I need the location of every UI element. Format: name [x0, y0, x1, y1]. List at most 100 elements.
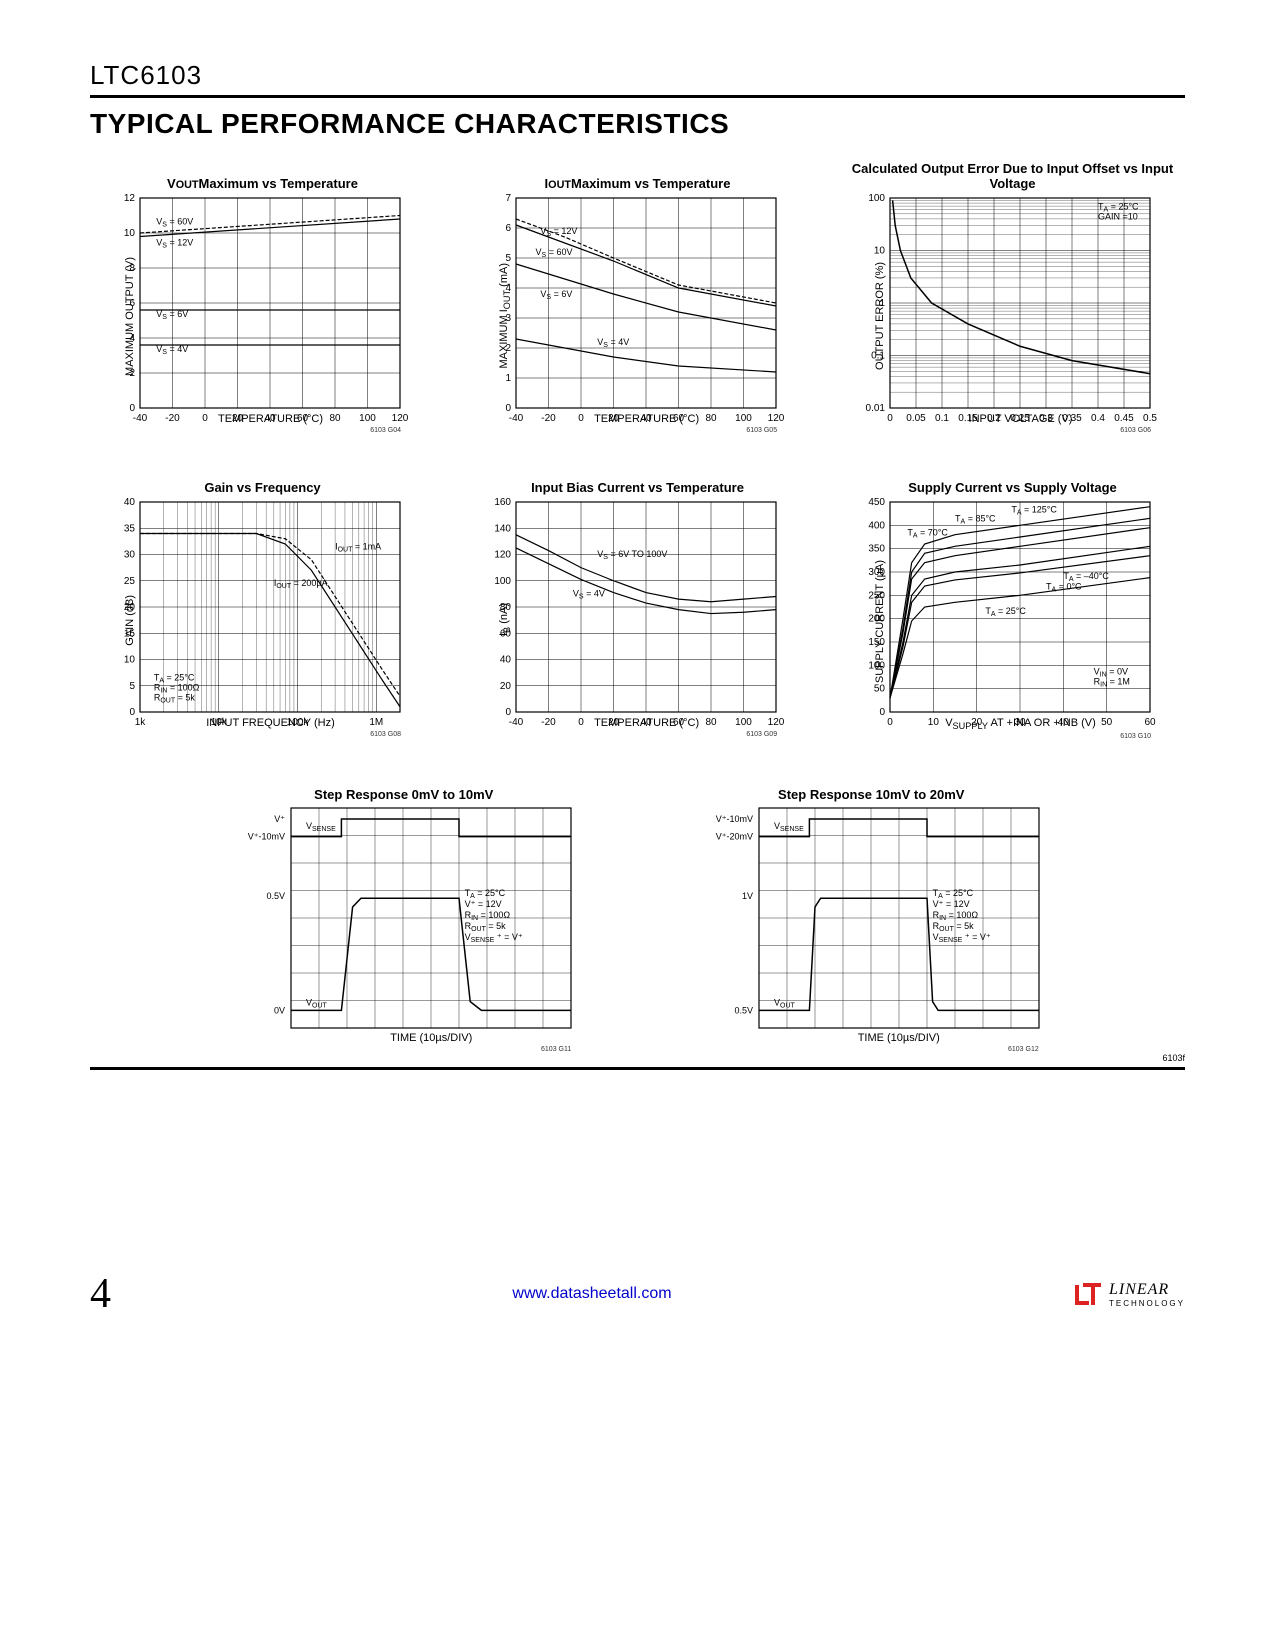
svg-text:0: 0	[506, 707, 512, 718]
svg-text:120: 120	[768, 413, 785, 424]
svg-text:100: 100	[359, 413, 376, 424]
linear-logo: LINEAR TECHNOLOGY	[1073, 1281, 1185, 1308]
svg-text:60: 60	[1144, 717, 1156, 728]
svg-text:35: 35	[124, 523, 136, 534]
svg-text:100: 100	[735, 717, 752, 728]
svg-text:-20: -20	[541, 717, 556, 728]
svg-text:50: 50	[1101, 717, 1113, 728]
svg-text:0.45: 0.45	[1114, 413, 1134, 424]
svg-text:400: 400	[868, 520, 885, 531]
svg-text:-20: -20	[165, 413, 180, 424]
y-axis-label: OUTPUT ERROR (%)	[874, 262, 886, 370]
chart-title: VOUT Maximum vs Temperature	[167, 160, 358, 192]
x-axis-label: VSUPPLY AT +INA OR +INB (V)	[945, 717, 1096, 731]
part-number: LTC6103	[90, 60, 1185, 91]
datasheet-url[interactable]: www.datasheetall.com	[512, 1285, 671, 1303]
y-axis-label: IB (nA)	[498, 603, 512, 636]
svg-text:0.5V: 0.5V	[734, 1006, 753, 1016]
figure-id: 6103 G06	[890, 427, 1151, 434]
svg-text:1k: 1k	[135, 717, 147, 728]
lt-logo-icon	[1073, 1281, 1103, 1307]
svg-text:350: 350	[868, 544, 885, 555]
svg-text:1M: 1M	[369, 717, 383, 728]
figure-id: 6103 G09	[516, 731, 777, 738]
chart-title: IOUT Maximum vs Temperature	[545, 160, 731, 192]
svg-text:-40: -40	[133, 413, 148, 424]
chart-g04: VOUT Maximum vs Temperature MAXIMUM OUTP…	[90, 160, 435, 434]
svg-text:0: 0	[887, 717, 893, 728]
svg-text:10: 10	[874, 246, 886, 257]
svg-text:0: 0	[202, 413, 208, 424]
chart-grid-top: VOUT Maximum vs Temperature MAXIMUM OUTP…	[90, 160, 1185, 740]
svg-text:100: 100	[735, 413, 752, 424]
svg-text:V⁺ = 12V: V⁺ = 12V	[465, 899, 502, 909]
svg-text:V⁺-10mV: V⁺-10mV	[715, 814, 752, 824]
svg-text:0V: 0V	[274, 1006, 285, 1016]
section-title: TYPICAL PERFORMANCE CHARACTERISTICS	[90, 108, 1185, 140]
chart-g05: IOUT Maximum vs Temperature MAXIMUM IOUT…	[465, 160, 810, 434]
chart-title: Gain vs Frequency	[204, 464, 320, 496]
svg-text:10: 10	[124, 655, 136, 666]
chart-title: Calculated Output Error Due to Input Off…	[840, 160, 1185, 192]
svg-text:10: 10	[928, 717, 940, 728]
svg-text:100: 100	[494, 576, 511, 587]
svg-text:6: 6	[506, 223, 512, 234]
chart-title: Supply Current vs Supply Voltage	[908, 464, 1117, 496]
chart-g08: Gain vs Frequency GAIN (dB) 1k10k100k1M0…	[90, 464, 435, 740]
svg-text:0: 0	[578, 717, 584, 728]
svg-text:100: 100	[868, 193, 885, 204]
svg-text:20: 20	[500, 681, 512, 692]
chart-g10: Supply Current vs Supply Voltage SUPPLY …	[840, 464, 1185, 740]
scope-g12: Step Response 10mV to 20mV V⁺-10mV V⁺-20m…	[658, 770, 1086, 1053]
svg-text:V⁺-10mV: V⁺-10mV	[248, 832, 285, 842]
svg-text:0.5V: 0.5V	[267, 891, 286, 901]
svg-text:140: 140	[494, 523, 511, 534]
svg-text:-40: -40	[509, 413, 524, 424]
logo-subtext: TECHNOLOGY	[1109, 1299, 1185, 1308]
svg-text:50: 50	[874, 684, 886, 695]
svg-text:V⁺: V⁺	[274, 814, 285, 824]
figure-id: 6103 G04	[140, 427, 401, 434]
chart-g06: Calculated Output Error Due to Input Off…	[840, 160, 1185, 434]
figure-id: 6103 G08	[140, 731, 401, 738]
svg-text:V⁺ = 12V: V⁺ = 12V	[932, 899, 969, 909]
x-axis-label: INPUT FREQUENCY (Hz)	[206, 717, 335, 729]
svg-text:80: 80	[706, 717, 718, 728]
svg-text:0.1: 0.1	[935, 413, 949, 424]
x-axis-label: INPUT VOLTAGE (V)	[969, 413, 1073, 425]
footer-rule	[90, 1067, 1185, 1070]
scope-g11: Step Response 0mV to 10mV V⁺ V⁺-10mV 0.5V 0…	[190, 770, 618, 1053]
logo-text: LINEAR	[1109, 1281, 1185, 1299]
chart-title: Step Response 10mV to 20mV	[778, 770, 964, 802]
svg-text:10: 10	[124, 228, 136, 239]
svg-text:450: 450	[868, 497, 885, 508]
header-rule	[90, 95, 1185, 98]
svg-text:80: 80	[706, 413, 718, 424]
x-axis-label: TIME (10µs/DIV)	[858, 1032, 940, 1044]
svg-text:0: 0	[879, 707, 885, 718]
svg-text:120: 120	[494, 550, 511, 561]
svg-text:120: 120	[392, 413, 409, 424]
y-axis-label: MAXIMUM OUTPUT (V)	[124, 257, 136, 376]
chart-g09: Input Bias Current vs Temperature IB (nA…	[465, 464, 810, 740]
svg-text:160: 160	[494, 497, 511, 508]
svg-text:30: 30	[124, 550, 136, 561]
x-axis-label: TEMPERATURE (°C)	[594, 717, 699, 729]
svg-text:GAIN =10: GAIN =10	[1098, 212, 1138, 222]
svg-text:0: 0	[887, 413, 893, 424]
y-axis-label: SUPPLY CURRENT (µA)	[874, 560, 886, 683]
figure-id: 6103 G11	[291, 1046, 571, 1053]
doc-id: 6103f	[90, 1053, 1185, 1063]
y-axis-label: MAXIMUM IOUT (mA)	[498, 263, 512, 369]
svg-text:-40: -40	[509, 717, 524, 728]
svg-text:7: 7	[506, 193, 512, 204]
svg-text:40: 40	[124, 497, 136, 508]
svg-text:1V: 1V	[742, 891, 753, 901]
svg-text:0.01: 0.01	[866, 403, 886, 414]
svg-text:0: 0	[578, 413, 584, 424]
figure-id: 6103 G05	[516, 427, 777, 434]
x-axis-label: TIME (10µs/DIV)	[390, 1032, 472, 1044]
svg-text:V⁺-20mV: V⁺-20mV	[715, 832, 752, 842]
svg-text:80: 80	[329, 413, 341, 424]
chart-title: Step Response 0mV to 10mV	[314, 770, 493, 802]
